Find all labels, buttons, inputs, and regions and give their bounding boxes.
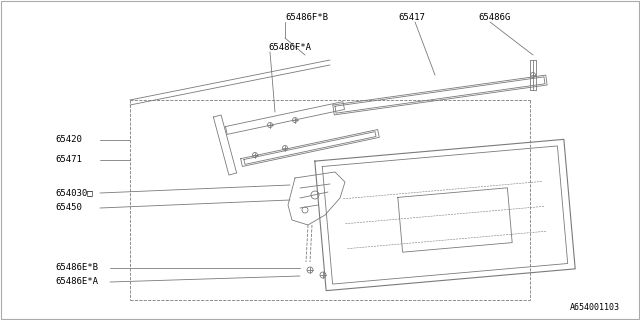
Text: A654001103: A654001103 xyxy=(570,303,620,312)
Text: 65486E*B: 65486E*B xyxy=(55,263,98,273)
Text: 65486F*B: 65486F*B xyxy=(285,13,328,22)
Text: 654030□: 654030□ xyxy=(55,188,93,197)
Text: 65486E*A: 65486E*A xyxy=(55,277,98,286)
Text: 65450: 65450 xyxy=(55,204,82,212)
Text: 65486F*A: 65486F*A xyxy=(268,44,311,52)
Text: 65471: 65471 xyxy=(55,156,82,164)
Text: 65420: 65420 xyxy=(55,135,82,145)
Text: 65486G: 65486G xyxy=(478,13,510,22)
Text: 65417: 65417 xyxy=(398,13,425,22)
